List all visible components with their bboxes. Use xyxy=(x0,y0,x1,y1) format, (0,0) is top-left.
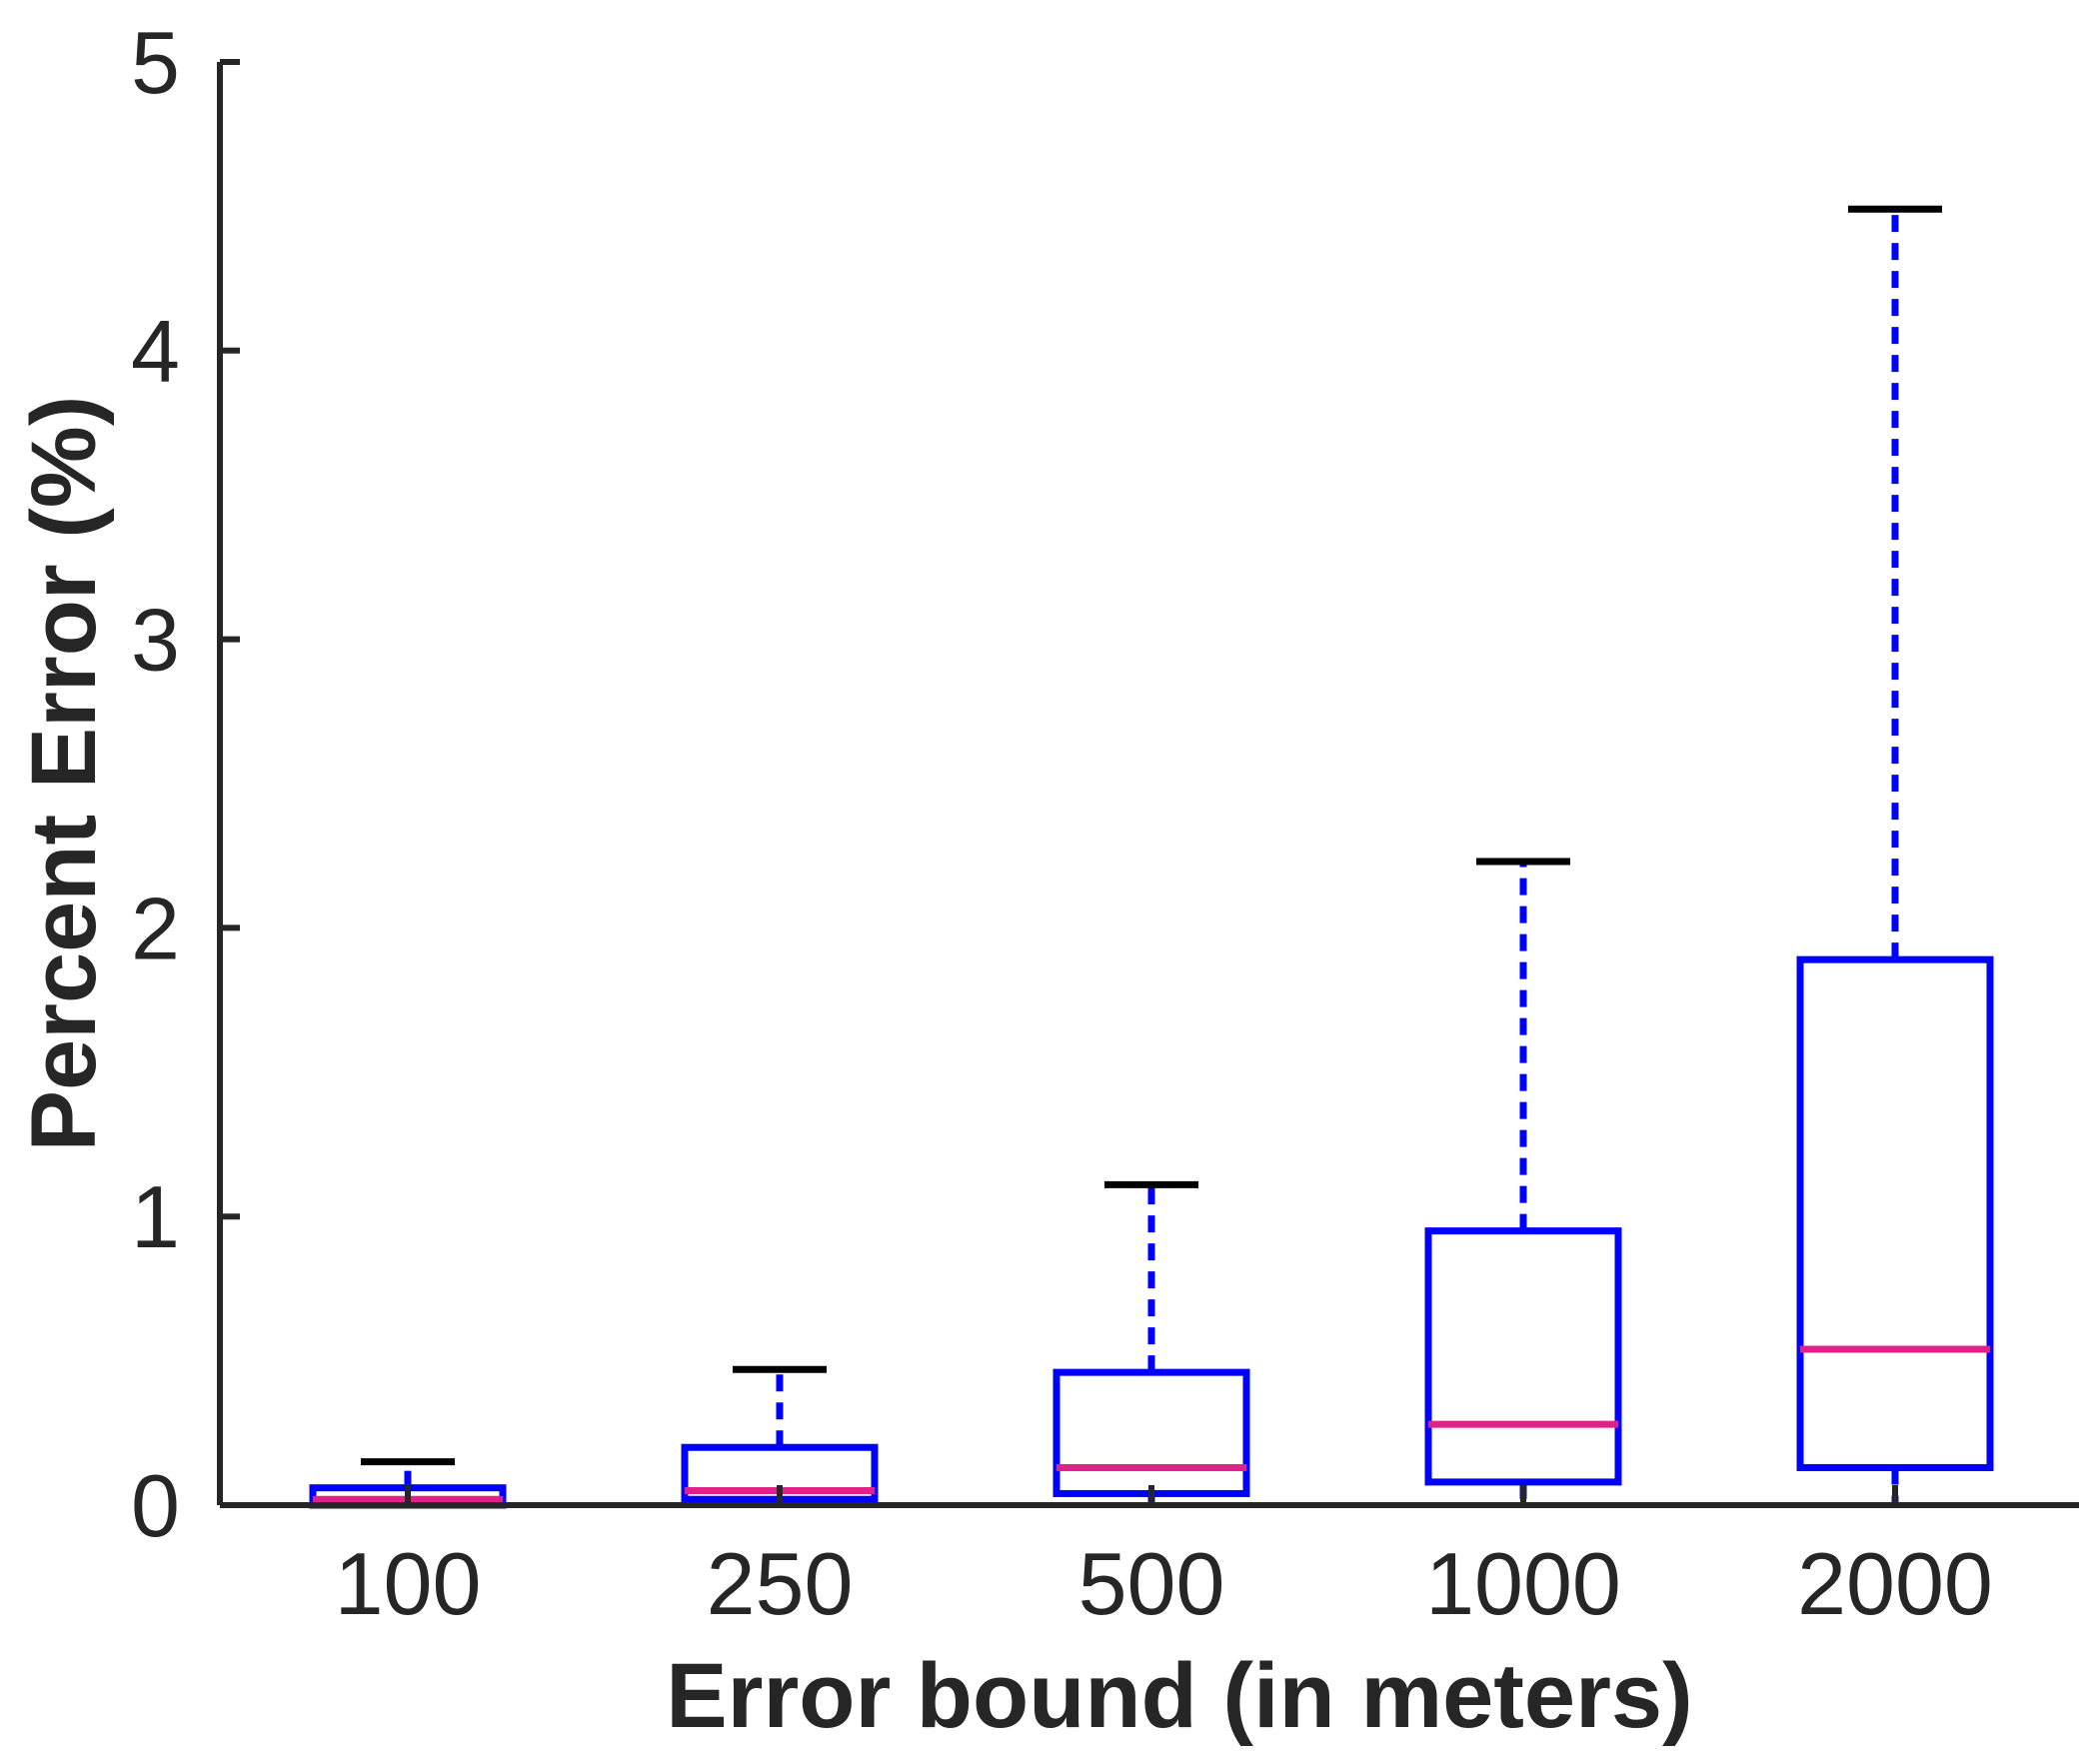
box xyxy=(1796,955,1994,1471)
x-tick-label: 2000 xyxy=(1797,1534,1993,1633)
x-tick-label: 1000 xyxy=(1425,1534,1621,1633)
x-axis-title: Error bound (in meters) xyxy=(666,1645,1692,1747)
y-axis-title: Percent Error (%) xyxy=(13,396,115,1152)
box-group xyxy=(681,1365,879,1505)
y-tick-label: 0 xyxy=(131,1456,180,1555)
box xyxy=(1052,1368,1250,1497)
box-group xyxy=(1796,205,1994,1505)
x-tick-label: 500 xyxy=(1078,1534,1225,1633)
y-tick-label: 4 xyxy=(131,302,180,401)
y-tick-label: 1 xyxy=(131,1167,180,1266)
plot-area xyxy=(309,205,1994,1509)
y-tick-label: 3 xyxy=(131,591,180,690)
box-group xyxy=(1424,858,1622,1505)
y-tick-label: 2 xyxy=(131,879,180,977)
box-group xyxy=(1052,1180,1250,1505)
box xyxy=(1424,1227,1622,1486)
ticks: 0 1 2 3 4 5 100 250 500 1000 2000 xyxy=(131,13,1993,1633)
y-tick-label: 5 xyxy=(131,13,180,112)
x-tick-label: 100 xyxy=(335,1534,482,1633)
x-tick-label: 250 xyxy=(707,1534,854,1633)
